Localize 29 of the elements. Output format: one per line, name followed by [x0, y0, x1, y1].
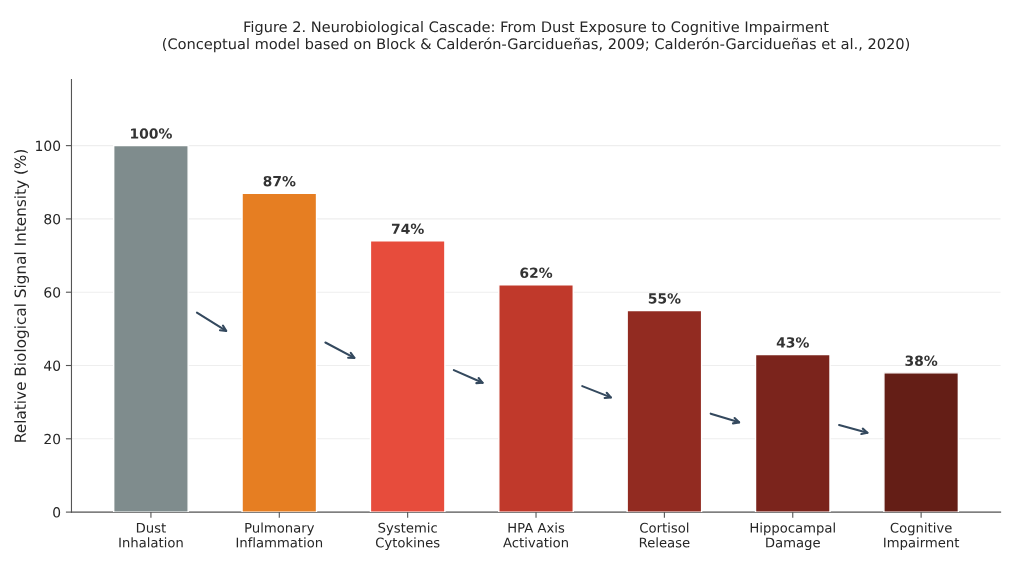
- x-tick-label: Cognitive Impairment: [884, 522, 960, 551]
- data-label: 55%: [648, 293, 681, 304]
- data-label: 38%: [905, 355, 938, 366]
- data-label: 43%: [776, 337, 809, 348]
- bar: [754, 353, 831, 513]
- data-label: 100%: [131, 128, 172, 139]
- bar: [626, 309, 703, 513]
- x-tick-label: Dust Inhalation: [119, 522, 183, 548]
- y-tick-label: 100: [36, 140, 61, 152]
- x-tick-label: Cortisol Release: [639, 522, 690, 548]
- y-axis-title: Relative Biological Signal Intensity (%): [14, 149, 29, 442]
- x-tick-label: HPA Axis Activation: [503, 522, 568, 548]
- y-tick-label: 0: [53, 507, 61, 518]
- data-label: 87%: [263, 175, 296, 187]
- y-tick-label: 20: [44, 433, 61, 445]
- y-tick-label: 60: [44, 287, 61, 298]
- x-tick-label: Pulmonary Inflammation: [236, 522, 323, 548]
- bar: [883, 372, 960, 513]
- bar: [369, 240, 446, 513]
- x-tick-label: Hippocampal Damage: [750, 522, 835, 551]
- y-tick-label: 80: [44, 213, 61, 225]
- x-tick-label: Systemic Cytokines: [375, 522, 440, 551]
- bar: [498, 284, 574, 513]
- y-tick-label: 40: [44, 360, 61, 371]
- chart-title: Figure 2. Neurobiological Cascade: From Dust Exposure to Cognitive Impairment (Conceptual model based on Block & Calderón-Garcidueñas, 2009; Calderón-Garcidueñas et al., 2020): [163, 20, 910, 53]
- bar: [241, 192, 318, 513]
- bar: [113, 144, 189, 513]
- data-label: 74%: [391, 223, 424, 235]
- data-label: 62%: [520, 267, 553, 279]
